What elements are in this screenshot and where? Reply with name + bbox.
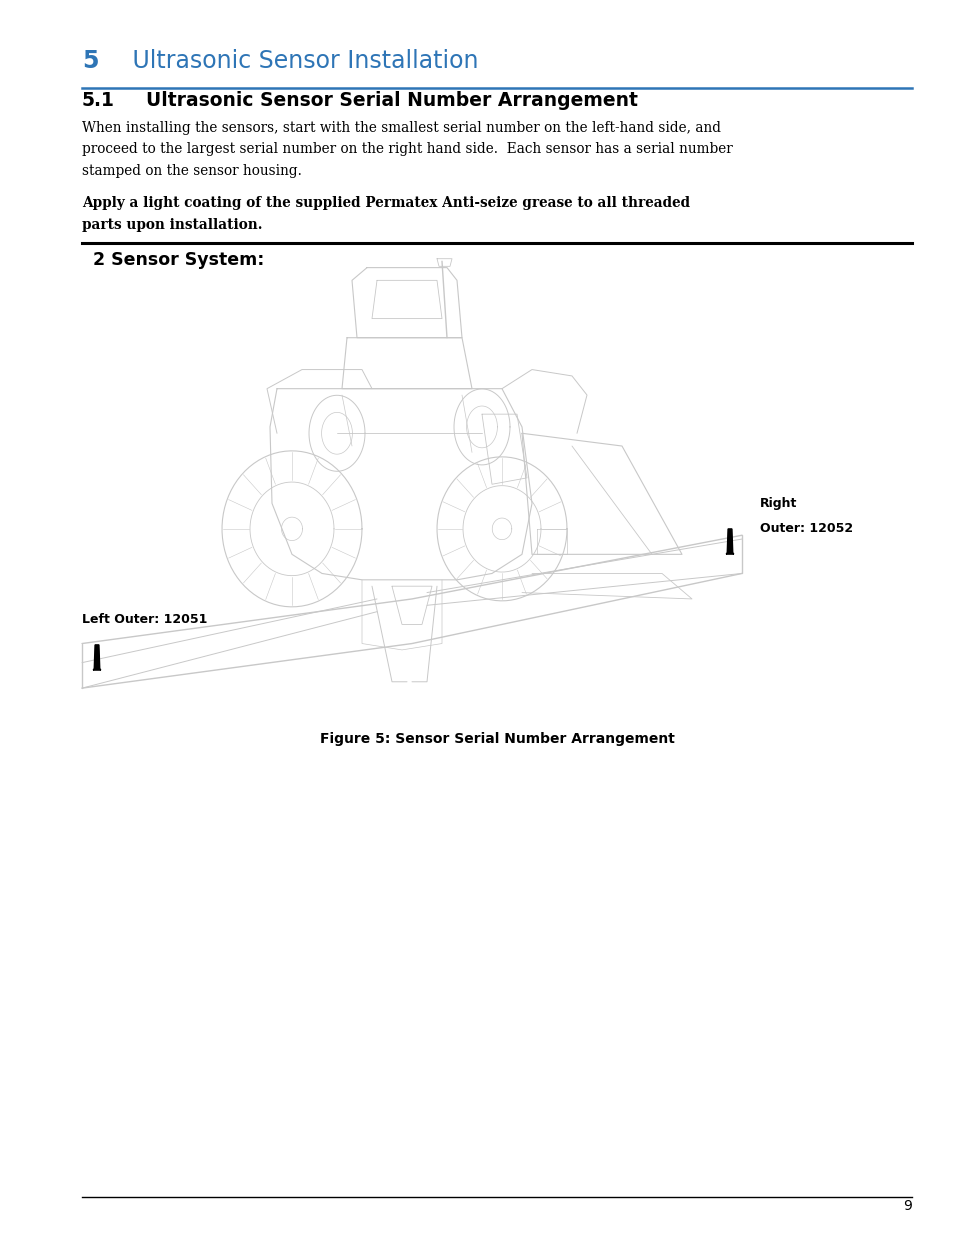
Polygon shape [726,529,732,553]
Text: stamped on the sensor housing.: stamped on the sensor housing. [82,164,301,178]
Text: Left Outer: 12051: Left Outer: 12051 [82,613,207,626]
Text: Ultrasonic Sensor Serial Number Arrangement: Ultrasonic Sensor Serial Number Arrangem… [120,91,638,110]
Text: Outer: 12052: Outer: 12052 [760,522,852,535]
Polygon shape [94,645,100,669]
Text: Apply a light coating of the supplied Permatex Anti-seize grease to all threaded: Apply a light coating of the supplied Pe… [82,196,689,210]
Text: parts upon installation.: parts upon installation. [82,217,262,231]
Text: When installing the sensors, start with the smallest serial number on the left-h: When installing the sensors, start with … [82,121,720,135]
Text: 5.1: 5.1 [82,91,114,110]
Text: 9: 9 [902,1199,911,1213]
Text: 2 Sensor System:: 2 Sensor System: [87,252,264,269]
Text: Ultrasonic Sensor Installation: Ultrasonic Sensor Installation [110,49,478,73]
Text: Figure 5: Sensor Serial Number Arrangement: Figure 5: Sensor Serial Number Arrangeme… [319,732,674,746]
Text: proceed to the largest serial number on the right hand side.  Each sensor has a : proceed to the largest serial number on … [82,142,732,157]
Text: 5: 5 [82,49,98,73]
Text: Right: Right [760,496,797,510]
